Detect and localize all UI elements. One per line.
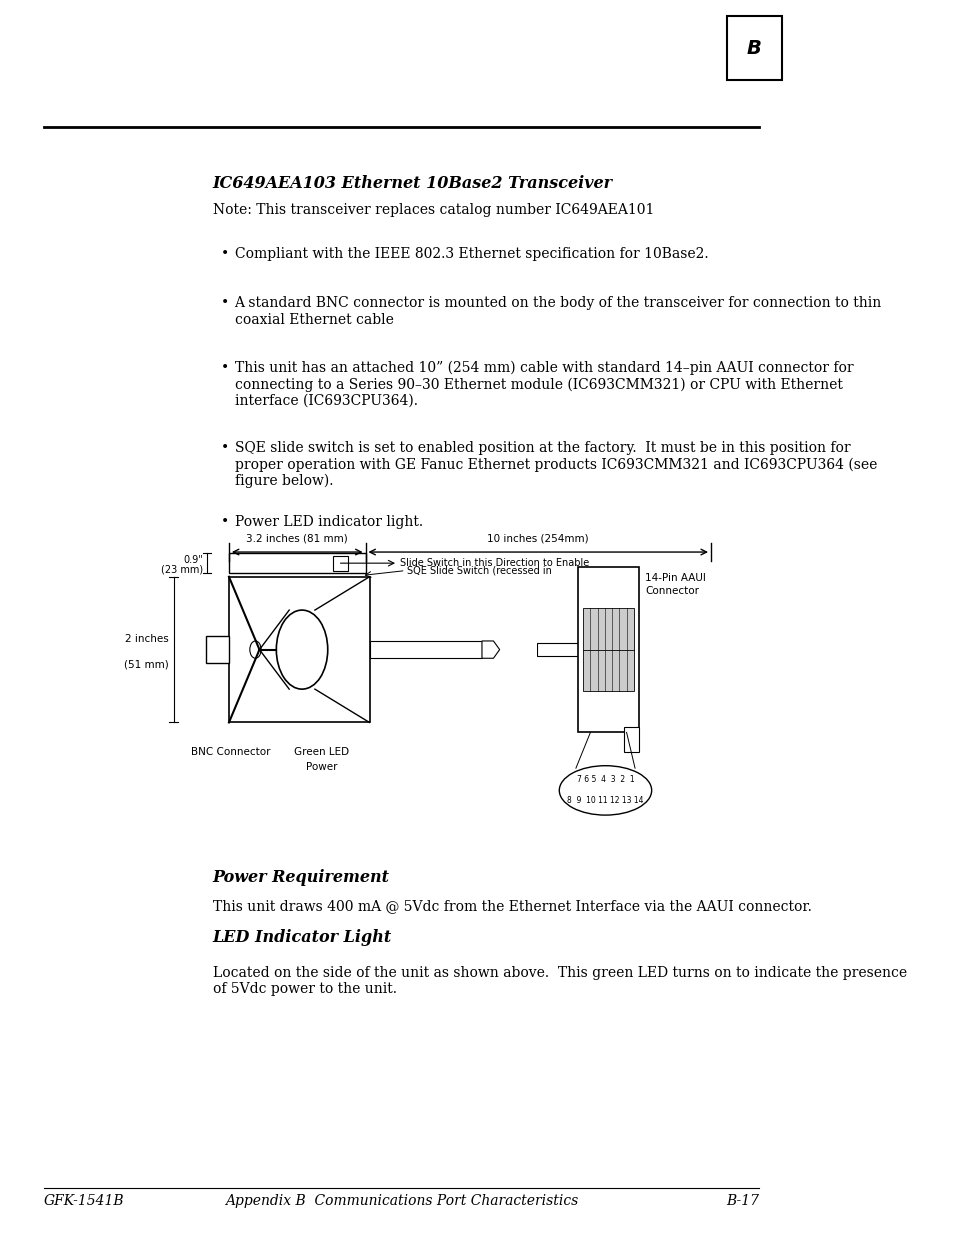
Bar	[623, 727, 638, 752]
Circle shape	[276, 610, 328, 689]
Text: •: •	[220, 441, 229, 454]
Text: Appendix B  Communications Port Characteristics: Appendix B Communications Port Character…	[225, 1194, 578, 1208]
Text: GFK-1541B: GFK-1541B	[44, 1194, 125, 1208]
Text: BNC Connector: BNC Connector	[191, 747, 270, 757]
Text: This unit draws 400 mA @ 5Vdc from the Ethernet Interface via the AAUI connector: This unit draws 400 mA @ 5Vdc from the E…	[213, 899, 811, 913]
Bar	[726, 16, 781, 80]
Circle shape	[250, 641, 261, 658]
Bar	[536, 643, 578, 656]
Text: (23 mm): (23 mm)	[161, 564, 203, 574]
Text: 10 inches (254mm): 10 inches (254mm)	[487, 534, 588, 543]
Text: (51 mm): (51 mm)	[124, 659, 169, 669]
Text: A standard BNC connector is mounted on the body of the transceiver for connectio: A standard BNC connector is mounted on t…	[234, 296, 881, 326]
Bar	[369, 641, 481, 658]
Text: Power: Power	[305, 762, 336, 772]
Text: •: •	[220, 515, 229, 529]
Text: Note: This transceiver replaces catalog number IC649AEA101: Note: This transceiver replaces catalog …	[213, 203, 654, 216]
Text: •: •	[220, 361, 229, 374]
Bar	[582, 608, 633, 692]
Text: 3.2 inches (81 mm): 3.2 inches (81 mm)	[246, 534, 348, 543]
Text: Compliant with the IEEE 802.3 Ethernet specification for 10Base2.: Compliant with the IEEE 802.3 Ethernet s…	[234, 247, 707, 261]
Bar	[578, 567, 638, 732]
Text: B: B	[746, 38, 760, 58]
Text: Power Requirement: Power Requirement	[213, 869, 390, 887]
Text: B-17: B-17	[725, 1194, 759, 1208]
Text: LED Indicator Light: LED Indicator Light	[213, 929, 392, 946]
Bar	[333, 556, 348, 571]
Polygon shape	[481, 641, 499, 658]
Text: 14-Pin AAUI
Connector: 14-Pin AAUI Connector	[644, 573, 705, 597]
Text: Green LED: Green LED	[294, 747, 349, 757]
Text: Located on the side of the unit as shown above.  This green LED turns on to indi: Located on the side of the unit as shown…	[213, 966, 906, 995]
Text: •: •	[220, 247, 229, 261]
Ellipse shape	[558, 766, 651, 815]
Text: SQE Slide Switch (recessed in: SQE Slide Switch (recessed in	[407, 566, 552, 576]
Text: 2 inches: 2 inches	[125, 635, 169, 645]
Text: 7 6 5  4  3  2  1: 7 6 5 4 3 2 1	[576, 774, 634, 784]
Bar	[206, 636, 229, 663]
Text: 0.9": 0.9"	[183, 556, 203, 566]
Bar	[229, 577, 369, 722]
Text: SQE slide switch is set to enabled position at the factory.  It must be in this : SQE slide switch is set to enabled posit…	[234, 441, 876, 488]
Text: •: •	[220, 296, 229, 310]
Text: Power LED indicator light.: Power LED indicator light.	[234, 515, 422, 529]
Text: Slide Switch in this Direction to Enable: Slide Switch in this Direction to Enable	[400, 558, 589, 568]
Bar	[229, 553, 365, 573]
Bar	[514, 637, 536, 662]
Text: 8  9  10 11 12 13 14: 8 9 10 11 12 13 14	[567, 795, 643, 805]
Text: This unit has an attached 10” (254 mm) cable with standard 14–pin AAUI connector: This unit has an attached 10” (254 mm) c…	[234, 361, 852, 408]
Text: IC649AEA103 Ethernet 10Base2 Transceiver: IC649AEA103 Ethernet 10Base2 Transceiver	[213, 175, 612, 193]
